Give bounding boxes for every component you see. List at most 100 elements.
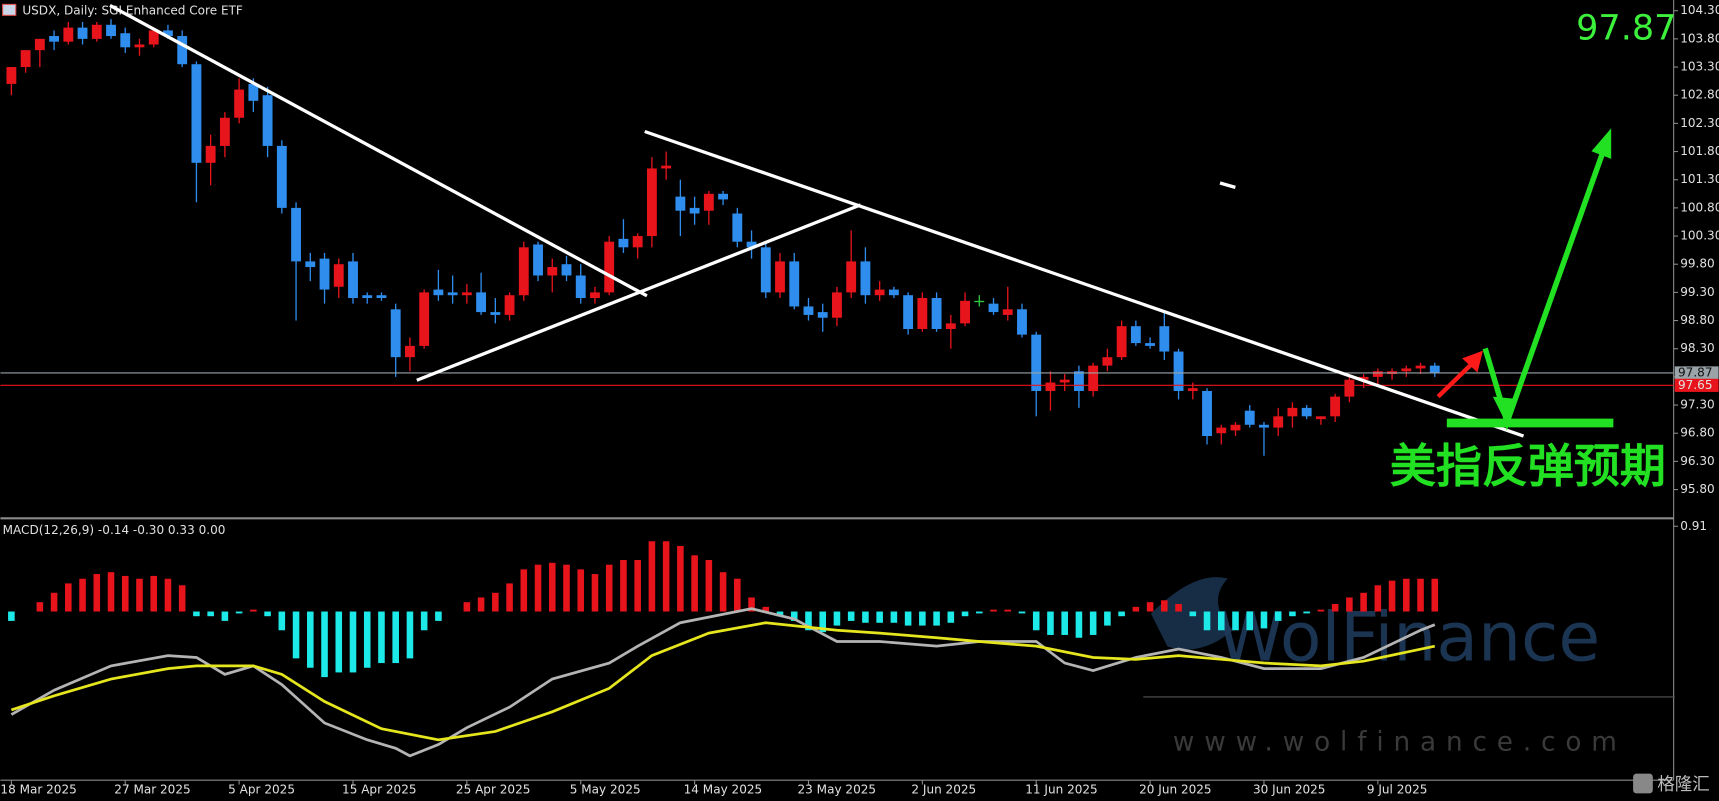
- candle-body: [1202, 390, 1212, 437]
- histogram-bar: [250, 609, 257, 612]
- candle-body: [775, 261, 785, 293]
- candle-body: [333, 264, 344, 287]
- x-tick-label: 30 Jun 2025: [1253, 783, 1325, 797]
- candle-body: [817, 312, 828, 318]
- histogram-bar: [392, 611, 399, 664]
- histogram-bar: [1346, 597, 1353, 612]
- chart-header: USDX, Daily: SGI Enhanced Core ETF: [22, 3, 243, 17]
- green-arrowhead: [1492, 396, 1516, 426]
- histogram-bar: [207, 611, 214, 617]
- y-tick-label: 104.30: [1680, 3, 1719, 17]
- x-tick-label: 14 May 2025: [684, 783, 763, 797]
- candle-body: [1301, 407, 1312, 417]
- histogram-bar: [734, 578, 741, 612]
- histogram-bar: [1289, 611, 1296, 617]
- histogram-bar: [847, 611, 855, 621]
- histogram-bar: [1032, 611, 1040, 631]
- candle-body: [49, 36, 60, 42]
- y-tick-label: 99.80: [1680, 257, 1715, 271]
- macd-title: MACD(12,26,9) -0.14 -0.30 0.33 0.00: [3, 523, 226, 537]
- histogram-bar: [1331, 604, 1339, 612]
- histogram-bar: [335, 611, 343, 673]
- y-tick-label: 96.30: [1680, 454, 1715, 468]
- candle-body: [77, 27, 88, 39]
- x-tick-label: 5 May 2025: [570, 783, 641, 797]
- candle-body: [1045, 382, 1056, 391]
- histogram-bar: [321, 611, 328, 678]
- histogram-bar: [164, 578, 172, 612]
- histogram-bar: [1061, 611, 1068, 635]
- x-tick-label: 27 Mar 2025: [114, 783, 190, 797]
- candle-body: [1372, 371, 1383, 377]
- candle-body: [291, 207, 301, 262]
- candle-body: [348, 261, 358, 299]
- candle-body: [1415, 365, 1426, 369]
- histogram-bar: [292, 611, 300, 659]
- histogram-bar: [534, 564, 542, 612]
- x-tick-label: 25 Apr 2025: [456, 783, 531, 797]
- candle-body: [405, 345, 415, 358]
- candle-body: [234, 89, 245, 118]
- watermark-url: www.wolfinance.com: [1173, 728, 1627, 758]
- indicator-line: [10, 621, 1436, 742]
- histogram-bar: [1203, 611, 1211, 631]
- logo-icon: [1633, 773, 1653, 794]
- x-tick-label: 9 Jul 2025: [1367, 783, 1428, 797]
- histogram-bar: [933, 611, 940, 626]
- candle-body: [1102, 357, 1113, 366]
- candle-body: [1116, 326, 1127, 358]
- histogram-bar: [1004, 609, 1012, 612]
- candle-body: [803, 306, 814, 315]
- candle-body: [504, 295, 515, 315]
- candle-body: [661, 165, 672, 169]
- histogram-bar: [904, 611, 912, 626]
- last-price-box: [1674, 366, 1719, 380]
- candle-body: [860, 261, 871, 296]
- histogram-bar: [36, 602, 44, 612]
- candle-body: [632, 236, 643, 248]
- histogram-bar: [876, 611, 883, 623]
- y-tick-label: 0.91: [1680, 519, 1707, 533]
- candle-body: [846, 261, 857, 293]
- histogram-bar: [776, 611, 784, 617]
- y-tick-label: 99.30: [1680, 285, 1715, 299]
- candle-body: [675, 196, 686, 211]
- histogram-bar: [919, 611, 926, 626]
- candle-body: [362, 295, 373, 299]
- histogram-bar: [890, 611, 898, 623]
- y-tick-label: 101.80: [1680, 144, 1719, 158]
- candle-body: [888, 289, 899, 296]
- histogram-bar: [193, 611, 200, 617]
- candle-body: [20, 50, 31, 68]
- histogram-bar: [50, 592, 58, 612]
- histogram-bar: [1431, 578, 1439, 612]
- candle-body: [1002, 309, 1013, 315]
- candle-body: [262, 95, 273, 146]
- logo-text: 格隆汇: [1657, 775, 1710, 795]
- candle-body: [945, 323, 956, 330]
- histogram-bar: [833, 611, 841, 626]
- histogram-bar: [278, 611, 286, 631]
- candle-body: [34, 38, 45, 51]
- x-tick-label: 2 Jun 2025: [911, 783, 976, 797]
- histogram-bar: [506, 583, 513, 612]
- candle-body: [476, 292, 487, 313]
- candle-body: [960, 300, 970, 324]
- candle-body: [1230, 424, 1241, 431]
- candle-body: [248, 83, 259, 101]
- histogram-bar: [748, 597, 755, 612]
- candle-body: [917, 298, 928, 330]
- candle-body: [575, 275, 586, 299]
- candle-body: [91, 24, 102, 39]
- y-tick-label: 98.80: [1680, 313, 1715, 327]
- candle-body: [305, 261, 316, 268]
- last-price-label: 97.87: [1678, 365, 1713, 379]
- candle-body: [1287, 407, 1298, 417]
- candle-body: [1315, 416, 1326, 420]
- histogram-bar: [93, 574, 101, 612]
- histogram-bar: [65, 583, 72, 612]
- x-tick-label: 5 Apr 2025: [228, 783, 295, 797]
- red-arrow: [1436, 358, 1477, 399]
- candle-body: [1031, 334, 1042, 391]
- candle-body: [1330, 396, 1341, 417]
